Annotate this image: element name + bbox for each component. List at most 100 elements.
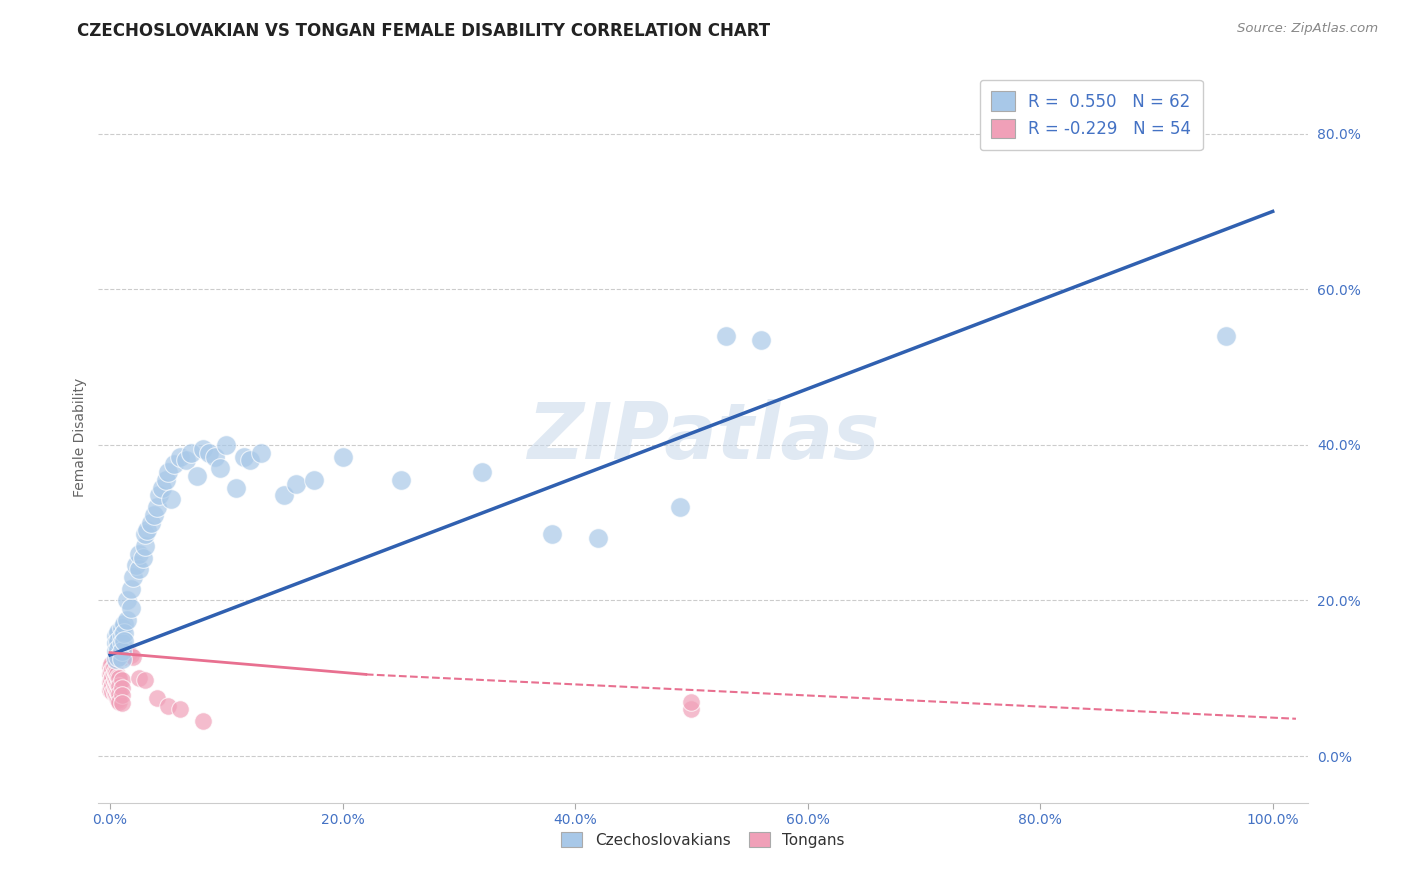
Point	[273, 488, 295, 502]
Point	[111, 689, 134, 703]
Point	[104, 679, 127, 693]
Point	[100, 681, 122, 695]
Point	[131, 550, 153, 565]
Point	[225, 481, 247, 495]
Text: CZECHOSLOVAKIAN VS TONGAN FEMALE DISABILITY CORRELATION CHART: CZECHOSLOVAKIAN VS TONGAN FEMALE DISABIL…	[77, 22, 770, 40]
Point	[145, 690, 167, 705]
Point	[120, 648, 142, 662]
Point	[112, 641, 135, 656]
Point	[107, 649, 129, 664]
Point	[232, 450, 254, 464]
Point	[749, 333, 772, 347]
Point	[111, 628, 134, 642]
Point	[107, 670, 129, 684]
Point	[302, 473, 325, 487]
Point	[107, 634, 129, 648]
Point	[111, 621, 134, 635]
Point	[134, 673, 156, 687]
Point	[1215, 329, 1237, 343]
Point	[103, 667, 125, 681]
Point	[204, 450, 226, 464]
Point	[118, 647, 141, 661]
Point	[209, 461, 232, 475]
Point	[157, 698, 180, 713]
Point	[98, 659, 121, 673]
Point	[716, 329, 738, 343]
Point	[250, 445, 273, 459]
Point	[111, 652, 134, 666]
Point	[105, 683, 128, 698]
Point	[104, 664, 127, 678]
Point	[180, 445, 202, 459]
Point	[105, 690, 128, 705]
Point	[104, 687, 127, 701]
Legend: Czechoslovakians, Tongans: Czechoslovakians, Tongans	[555, 825, 851, 854]
Point	[105, 675, 128, 690]
Point	[540, 527, 562, 541]
Point	[681, 695, 703, 709]
Point	[100, 657, 122, 672]
Point	[98, 667, 121, 681]
Point	[101, 677, 124, 691]
Point	[111, 636, 134, 650]
Point	[471, 465, 494, 479]
Point	[239, 453, 262, 467]
Point	[104, 636, 127, 650]
Point	[101, 670, 124, 684]
Y-axis label: Female Disability: Female Disability	[73, 377, 87, 497]
Point	[101, 662, 124, 676]
Point	[128, 547, 150, 561]
Point	[145, 500, 167, 515]
Point	[112, 626, 135, 640]
Point	[174, 453, 197, 467]
Point	[163, 458, 186, 472]
Point	[122, 570, 145, 584]
Point	[120, 601, 142, 615]
Point	[107, 624, 129, 639]
Point	[100, 665, 122, 679]
Point	[143, 508, 166, 522]
Point	[103, 659, 125, 673]
Point	[681, 702, 703, 716]
Point	[104, 681, 127, 695]
Point	[103, 683, 125, 698]
Point	[128, 562, 150, 576]
Point	[111, 681, 134, 695]
Point	[104, 644, 127, 658]
Point	[668, 500, 690, 515]
Point	[111, 644, 134, 658]
Point	[139, 516, 162, 530]
Point	[104, 628, 127, 642]
Point	[98, 675, 121, 690]
Point	[108, 687, 131, 701]
Point	[108, 679, 131, 693]
Point	[588, 531, 610, 545]
Point	[104, 665, 127, 679]
Point	[98, 683, 121, 698]
Point	[101, 685, 124, 699]
Point	[117, 613, 139, 627]
Point	[186, 469, 208, 483]
Point	[285, 476, 308, 491]
Point	[128, 671, 150, 685]
Point	[108, 671, 131, 685]
Point	[112, 634, 135, 648]
Point	[215, 438, 238, 452]
Point	[111, 696, 134, 710]
Point	[104, 673, 127, 687]
Point	[103, 675, 125, 690]
Point	[122, 649, 145, 664]
Point	[169, 450, 191, 464]
Point	[108, 695, 131, 709]
Point	[134, 539, 156, 553]
Text: Source: ZipAtlas.com: Source: ZipAtlas.com	[1237, 22, 1378, 36]
Point	[136, 524, 159, 538]
Point	[169, 702, 191, 716]
Point	[104, 652, 127, 666]
Point	[198, 445, 221, 459]
Point	[112, 649, 135, 664]
Point	[107, 693, 129, 707]
Point	[107, 641, 129, 656]
Point	[120, 582, 142, 596]
Point	[112, 616, 135, 631]
